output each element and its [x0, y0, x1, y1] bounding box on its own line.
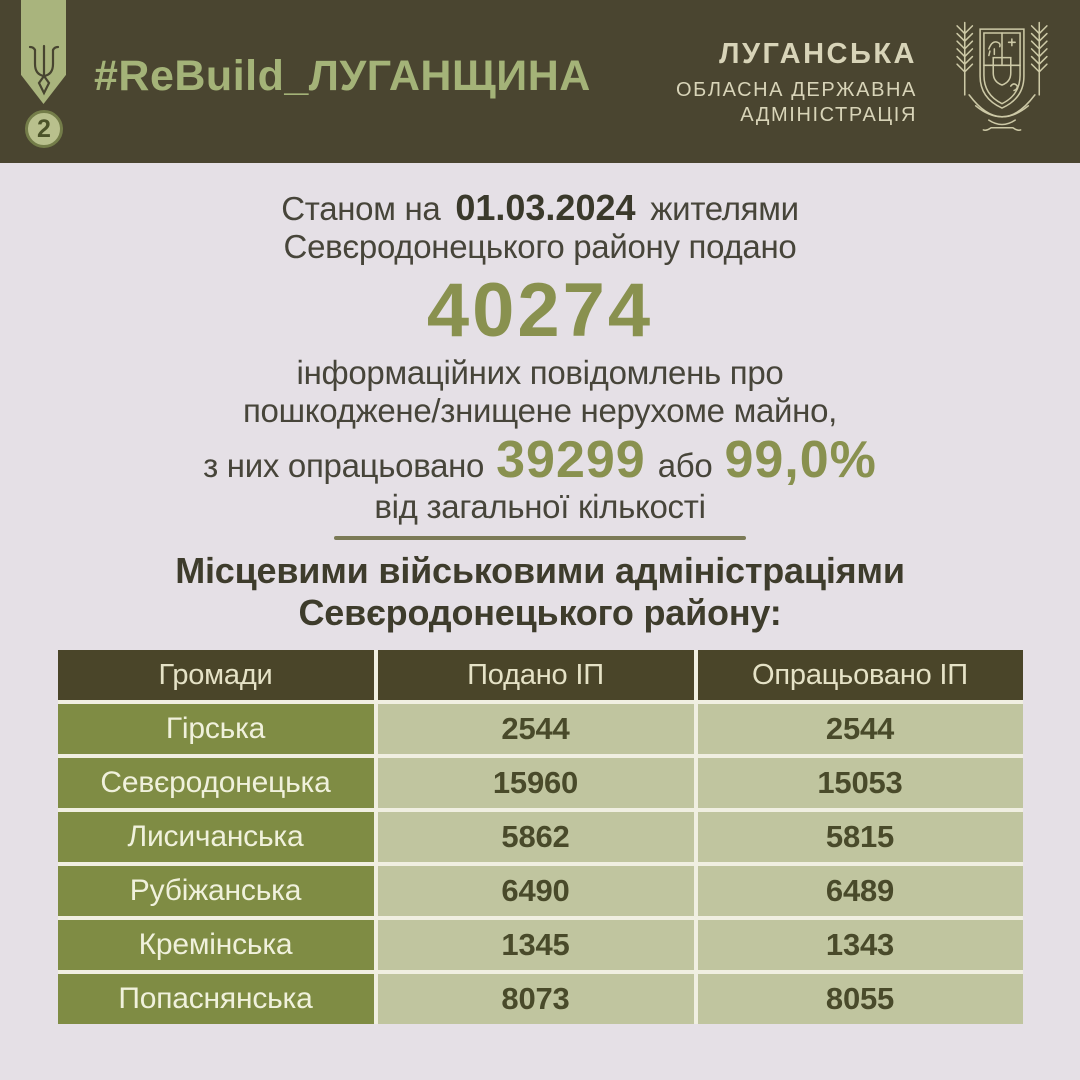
report-date: 01.03.2024: [455, 187, 636, 228]
submitted-cell: 8073: [377, 974, 694, 1024]
percent-value: 99,0%: [724, 431, 877, 489]
summary-section: Станом на 01.03.2024 жителями Севєродоне…: [0, 189, 1080, 1024]
org-line-2: ОБЛАСНА ДЕРЖАВНА: [675, 79, 917, 101]
header-bar: 2 #ReBuild_ЛУГАНЩИНА ЛУГАНСЬКА ОБЛАСНА Д…: [0, 0, 1080, 163]
coat-of-arms-icon: [956, 21, 1048, 131]
submitted-cell: 2544: [377, 704, 694, 754]
processed-prefix: з них опрацьовано: [203, 447, 485, 484]
conjunction: або: [657, 447, 713, 484]
line1-suffix: жителями: [650, 190, 799, 227]
page-number-badge: 2: [25, 110, 63, 148]
summary-line-2: Севєродонецького району подано: [283, 228, 797, 265]
community-cell: Лисичанська: [57, 812, 374, 862]
header-cell-submitted: Подано ІП: [377, 650, 694, 700]
summary-line-4: пошкоджене/знищене нерухоме майно,: [242, 392, 837, 429]
section-heading-line-1: Місцевими військовими адміністраціями: [175, 550, 905, 591]
processed-cell: 5815: [697, 812, 1023, 862]
total-count: 40274: [426, 268, 654, 353]
line1-prefix: Станом на: [281, 190, 441, 227]
processed-cell: 15053: [697, 758, 1023, 808]
summary-line-5: від загальної кількості: [374, 488, 706, 525]
divider: [334, 536, 746, 540]
header-cell-communities: Громади: [57, 650, 374, 700]
community-cell: Гірська: [57, 704, 374, 754]
community-cell: Рубіжанська: [57, 866, 374, 916]
processed-line: з них опрацьовано 39299 або 99,0%: [0, 432, 1080, 488]
submitted-cell: 5862: [377, 812, 694, 862]
trident-icon: [28, 44, 59, 96]
org-line-1: ЛУГАНСЬКА: [719, 38, 917, 70]
hashtag-title: #ReBuild_ЛУГАНЩИНА: [94, 52, 591, 100]
org-line-3: АДМІНІСТРАЦІЯ: [740, 104, 917, 126]
processed-cell: 6489: [697, 866, 1023, 916]
submitted-cell: 15960: [377, 758, 694, 808]
processed-count: 39299: [496, 431, 646, 489]
processed-cell: 1343: [697, 920, 1023, 970]
header-cell-processed: Опрацьовано ІП: [697, 650, 1023, 700]
summary-line-3: інформаційних повідомлень про: [296, 354, 784, 391]
org-name-block: ЛУГАНСЬКА ОБЛАСНА ДЕРЖАВНА АДМІНІСТРАЦІЯ: [676, 38, 917, 128]
submitted-cell: 6490: [377, 866, 694, 916]
processed-cell: 8055: [697, 974, 1023, 1024]
data-table: Громади Подано ІП Опрацьовано ІП Гірська…: [57, 650, 1023, 1024]
section-heading-line-2: Севєродонецького району:: [298, 592, 782, 633]
processed-cell: 2544: [697, 704, 1023, 754]
submitted-cell: 1345: [377, 920, 694, 970]
summary-line-1: Станом на 01.03.2024 жителями: [0, 189, 1080, 228]
community-cell: Попаснянська: [57, 974, 374, 1024]
trident-banner: [21, 0, 66, 104]
community-cell: Севєродонецька: [57, 758, 374, 808]
community-cell: Кремінська: [57, 920, 374, 970]
